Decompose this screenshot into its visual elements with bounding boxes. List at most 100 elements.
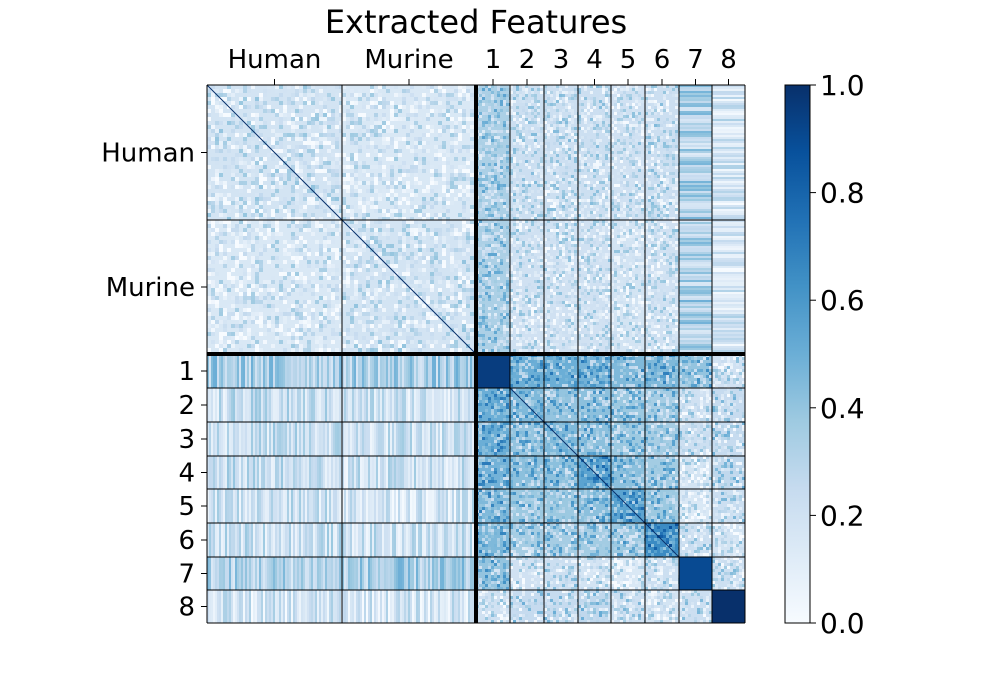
cell: [510, 295, 513, 298]
cell: [335, 157, 339, 161]
cell: [550, 103, 553, 106]
cell: [525, 154, 528, 157]
cell: [466, 145, 470, 149]
cell: [544, 106, 547, 109]
cell: [442, 244, 446, 248]
cell: [488, 172, 491, 175]
cell: [654, 175, 657, 178]
cell: [263, 244, 267, 248]
cell: [568, 115, 571, 118]
cell: [354, 161, 358, 165]
cell: [295, 276, 299, 280]
cell: [227, 340, 231, 344]
cell: [319, 125, 323, 129]
cell: [596, 85, 599, 88]
cell: [479, 214, 482, 217]
cell: [491, 100, 494, 103]
cell: [578, 217, 581, 220]
cell: [497, 94, 500, 97]
cell: [362, 304, 366, 308]
cell: [251, 264, 255, 268]
cell: [494, 214, 497, 217]
cell: [211, 197, 215, 201]
cell: [584, 199, 587, 202]
cell: [454, 264, 458, 268]
cell: [434, 193, 438, 197]
cell: [590, 166, 593, 169]
cell: [283, 137, 287, 141]
cell: [223, 213, 227, 217]
cell: [462, 288, 466, 292]
cell: [319, 169, 323, 173]
cell: [406, 197, 410, 201]
cell: [528, 250, 531, 253]
cell: [307, 348, 311, 352]
cell: [617, 121, 620, 124]
cell: [531, 229, 534, 232]
cell: [251, 125, 255, 129]
cell: [346, 340, 350, 344]
cell: [362, 228, 366, 232]
cell: [394, 157, 398, 161]
cell: [219, 205, 223, 209]
cell: [540, 184, 543, 187]
cell: [227, 141, 231, 145]
cell: [311, 97, 315, 101]
cell: [562, 172, 565, 175]
cell: [243, 232, 247, 236]
cell: [263, 101, 267, 105]
cell: [279, 324, 283, 328]
cell: [398, 296, 402, 300]
cell: [534, 214, 537, 217]
cell: [223, 209, 227, 213]
cell: [358, 205, 362, 209]
cell: [446, 93, 450, 97]
cell: [660, 142, 663, 145]
cell: [454, 133, 458, 137]
cell: [279, 169, 283, 173]
cell: [243, 173, 247, 177]
cell: [519, 268, 522, 271]
cell: [327, 125, 331, 129]
cell: [556, 118, 559, 121]
cell: [358, 228, 362, 232]
cell: [327, 201, 331, 205]
cell: [299, 85, 303, 89]
cell: [287, 209, 291, 213]
cell: [553, 187, 556, 190]
cell: [574, 94, 577, 97]
cell: [311, 312, 315, 316]
cell: [215, 185, 219, 189]
cell: [450, 260, 454, 264]
cell: [525, 178, 528, 181]
cell: [327, 197, 331, 201]
cell: [657, 208, 660, 211]
cell: [215, 228, 219, 232]
cell: [450, 181, 454, 185]
cell: [494, 220, 497, 223]
cell: [398, 129, 402, 133]
cell: [654, 142, 657, 145]
cell: [562, 145, 565, 148]
cell: [574, 118, 577, 121]
cell: [547, 136, 550, 139]
cell: [540, 226, 543, 229]
cell: [307, 344, 311, 348]
cell: [593, 205, 596, 208]
cell: [500, 88, 503, 91]
cell: [648, 136, 651, 139]
cell: [510, 118, 513, 121]
cell: [635, 163, 638, 166]
cell: [259, 105, 263, 109]
cell: [534, 220, 537, 223]
cell: [537, 262, 540, 265]
cell: [663, 196, 666, 199]
cell: [516, 307, 519, 310]
cell: [307, 260, 311, 264]
cell: [295, 161, 299, 165]
cell: [466, 224, 470, 228]
cell: [438, 217, 442, 221]
cell: [516, 292, 519, 295]
cell: [584, 202, 587, 205]
cell: [410, 348, 414, 352]
